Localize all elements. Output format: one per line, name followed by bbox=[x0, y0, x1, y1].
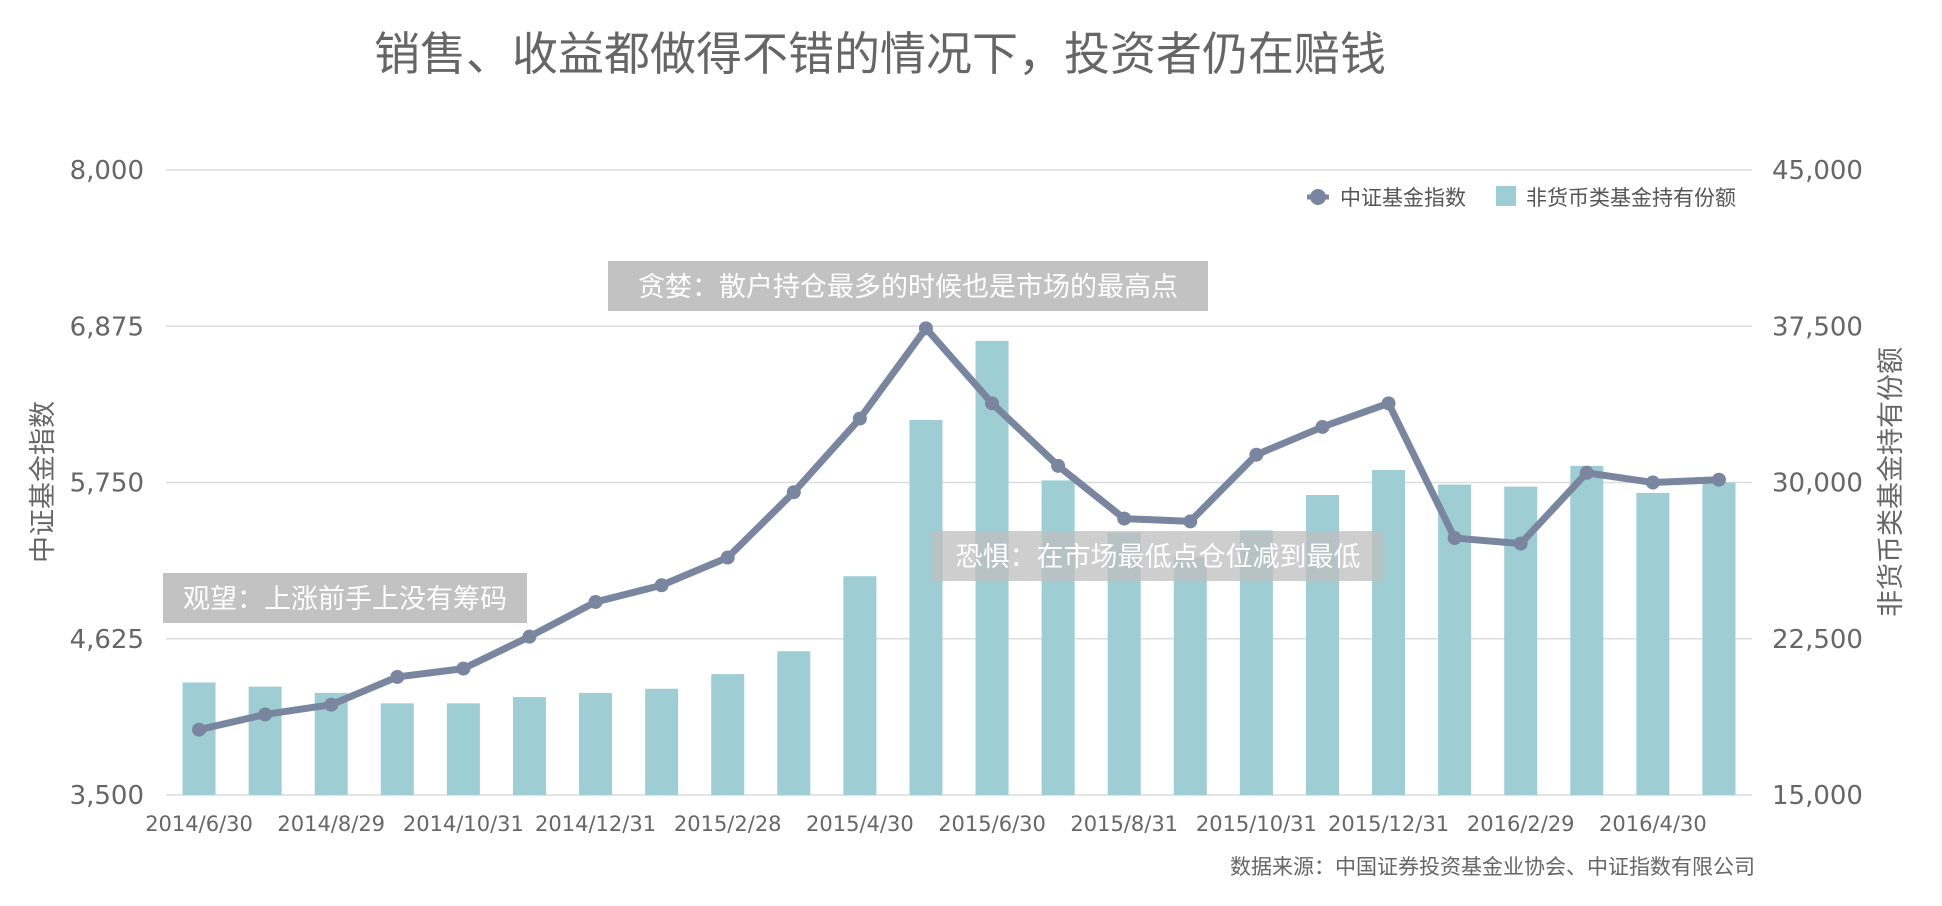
index-point bbox=[1645, 475, 1660, 490]
line-series bbox=[192, 321, 1726, 737]
y-left-tick-label: 8,000 bbox=[70, 156, 144, 186]
x-axis-ticks: 2014/6/30 2014/8/29 2014/10/31 2014/12/31 20… bbox=[145, 812, 1707, 836]
index-point bbox=[918, 321, 933, 336]
bar bbox=[182, 682, 216, 795]
x-tick-label: 2015/8/31 bbox=[1070, 812, 1178, 836]
index-point bbox=[852, 411, 867, 426]
index-point bbox=[588, 594, 603, 609]
y-right-tick-label: 45,000 bbox=[1772, 156, 1863, 186]
y-right-tick-label: 15,000 bbox=[1772, 781, 1863, 811]
y-right-tick-label: 22,500 bbox=[1772, 625, 1863, 655]
index-point bbox=[1579, 465, 1594, 480]
annotation-box bbox=[163, 573, 527, 623]
legend: 中证基金指数 非货币类基金持有份额 bbox=[1307, 186, 1736, 210]
bar bbox=[1041, 480, 1075, 795]
data-source: 数据来源：中国证券投资基金业协会、中证指数有限公司 bbox=[1230, 855, 1755, 879]
bar bbox=[380, 703, 414, 795]
annotation-wait: 观望：上涨前手上没有筹码 bbox=[163, 573, 527, 623]
y-axis-left-ticks: 3,500 4,625 5,750 6,875 8,000 bbox=[70, 156, 144, 811]
bar bbox=[909, 420, 943, 795]
bar bbox=[512, 697, 546, 795]
bar bbox=[446, 703, 480, 795]
index-point bbox=[1117, 511, 1132, 526]
bar bbox=[1570, 465, 1604, 795]
annotation-greed: 贪婪：散户持仓最多的时候也是市场的最高点 bbox=[608, 261, 1208, 311]
legend-label-index: 中证基金指数 bbox=[1340, 186, 1466, 210]
x-tick-label: 2015/12/31 bbox=[1328, 812, 1449, 836]
bar bbox=[1372, 470, 1406, 795]
legend-item-shares: 非货币类基金持有份额 bbox=[1496, 186, 1736, 210]
x-tick-label: 2014/6/30 bbox=[145, 812, 253, 836]
index-point bbox=[390, 669, 405, 684]
index-line bbox=[195, 324, 1723, 734]
index-point bbox=[1051, 458, 1066, 473]
index-point bbox=[1447, 531, 1462, 546]
legend-item-index: 中证基金指数 bbox=[1307, 186, 1466, 210]
chart-title: 销售、收益都做得不错的情况下，投资者仍在赔钱 bbox=[374, 27, 1386, 81]
y-right-tick-label: 30,000 bbox=[1772, 469, 1863, 499]
index-point bbox=[258, 707, 273, 722]
bar bbox=[1636, 492, 1670, 795]
index-point bbox=[1513, 536, 1528, 551]
annotation-box bbox=[932, 531, 1384, 581]
bar bbox=[1173, 557, 1207, 795]
index-point bbox=[522, 629, 537, 644]
legend-dot-marker bbox=[1310, 189, 1326, 205]
legend-bar-marker bbox=[1496, 186, 1516, 206]
index-point bbox=[786, 485, 801, 500]
x-tick-label: 2015/10/31 bbox=[1196, 812, 1317, 836]
bar bbox=[843, 576, 877, 795]
bar bbox=[579, 692, 613, 795]
x-tick-label: 2016/4/30 bbox=[1599, 812, 1707, 836]
index-point bbox=[720, 550, 735, 565]
y-left-tick-label: 6,875 bbox=[70, 312, 144, 342]
index-point bbox=[1381, 396, 1396, 411]
index-point bbox=[654, 578, 669, 593]
y-axis-left-label: 中证基金指数 bbox=[28, 401, 59, 563]
annotation-box bbox=[608, 261, 1208, 311]
annotation-text: 恐惧：在市场最低点仓位减到最低 bbox=[956, 542, 1361, 573]
bar bbox=[1702, 482, 1736, 795]
index-point bbox=[985, 396, 1000, 411]
bar bbox=[248, 686, 282, 795]
index-point bbox=[1711, 472, 1726, 487]
bar bbox=[711, 674, 745, 795]
annotation-text: 贪婪：散户持仓最多的时候也是市场的最高点 bbox=[638, 272, 1178, 303]
legend-label-shares: 非货币类基金持有份额 bbox=[1526, 186, 1736, 210]
index-point bbox=[1315, 419, 1330, 434]
index-point bbox=[192, 722, 207, 737]
y-axis-right-ticks: 15,000 22,500 30,000 37,500 45,000 bbox=[1772, 156, 1863, 811]
bar bbox=[645, 688, 679, 795]
index-point bbox=[456, 661, 471, 676]
annotation-text: 观望：上涨前手上没有筹码 bbox=[183, 584, 507, 615]
y-left-tick-label: 4,625 bbox=[70, 625, 144, 655]
bar bbox=[777, 651, 811, 795]
index-point bbox=[1249, 447, 1264, 462]
x-tick-label: 2015/4/30 bbox=[806, 812, 914, 836]
index-point bbox=[324, 697, 339, 712]
gridlines bbox=[166, 169, 1752, 796]
bar-series bbox=[182, 340, 1736, 795]
index-point bbox=[1183, 514, 1198, 529]
y-left-tick-label: 3,500 bbox=[70, 781, 144, 811]
y-left-tick-label: 5,750 bbox=[70, 469, 144, 499]
y-axis-right-label: 非货币类基金持有份额 bbox=[1876, 347, 1907, 617]
x-tick-label: 2015/2/28 bbox=[674, 812, 782, 836]
annotation-fear: 恐惧：在市场最低点仓位减到最低 bbox=[932, 531, 1384, 581]
x-tick-label: 2014/10/31 bbox=[403, 812, 524, 836]
x-tick-label: 2016/2/29 bbox=[1467, 812, 1575, 836]
y-right-tick-label: 37,500 bbox=[1772, 312, 1863, 342]
x-tick-label: 2014/12/31 bbox=[535, 812, 656, 836]
x-tick-label: 2014/8/29 bbox=[277, 812, 385, 836]
x-tick-label: 2015/6/30 bbox=[938, 812, 1046, 836]
